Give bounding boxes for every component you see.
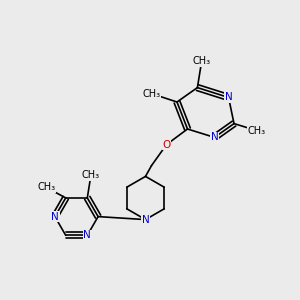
Text: O: O: [162, 140, 171, 150]
Text: CH₃: CH₃: [82, 170, 100, 180]
Text: N: N: [211, 132, 218, 142]
Text: CH₃: CH₃: [142, 88, 160, 99]
Text: N: N: [83, 230, 91, 240]
Text: CH₃: CH₃: [248, 125, 266, 136]
Text: N: N: [225, 92, 232, 103]
Text: N: N: [51, 212, 59, 222]
Text: N: N: [142, 214, 149, 225]
Text: CH₃: CH₃: [193, 56, 211, 67]
Text: CH₃: CH₃: [37, 182, 55, 192]
